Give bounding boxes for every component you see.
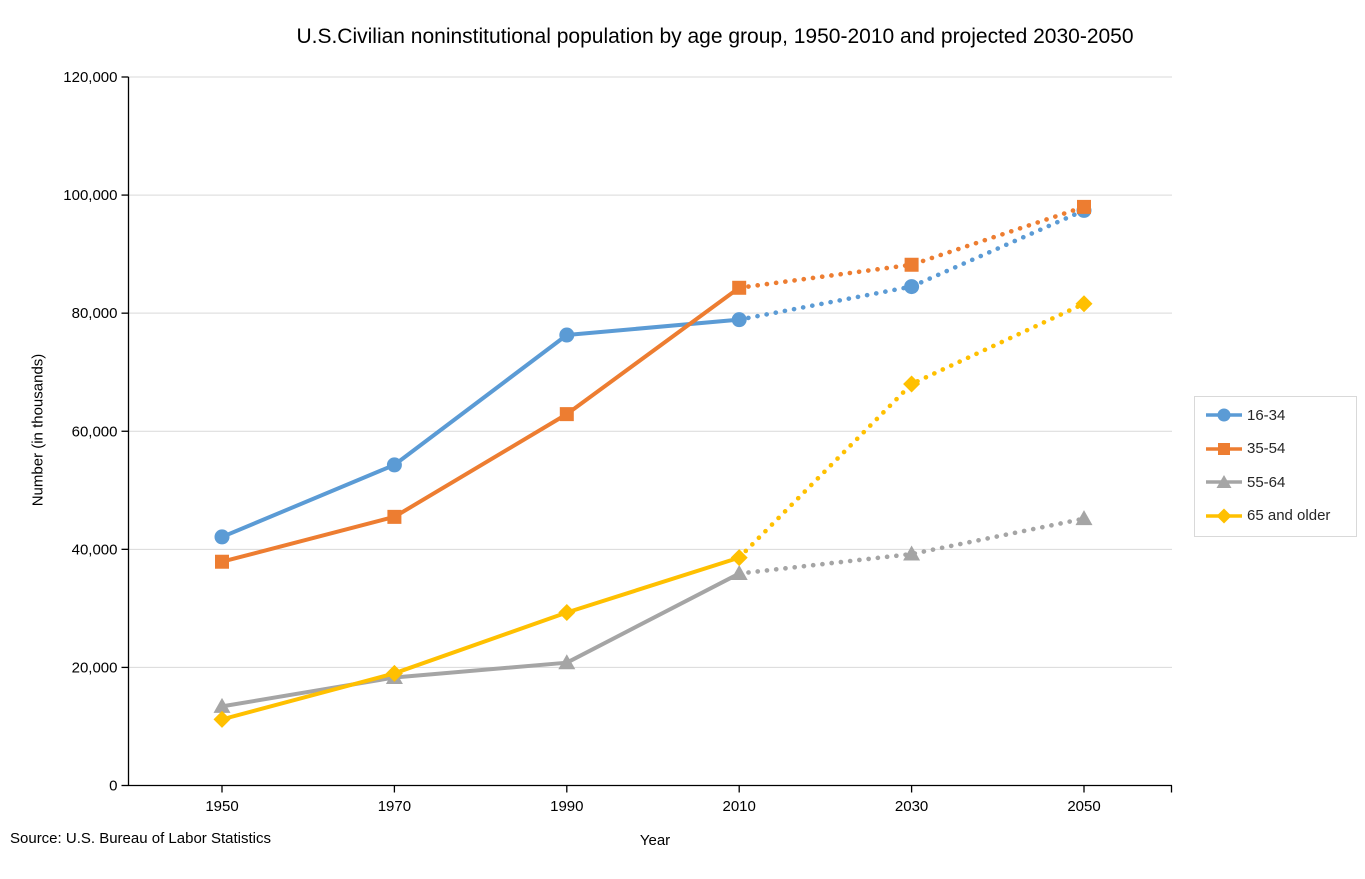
series-55-64-solid-line [220, 571, 742, 709]
series-16-34-circle-marker [904, 279, 920, 295]
legend-label: 55-64 [1247, 473, 1286, 491]
series-35-54-square-marker [1077, 199, 1091, 214]
series-35-54-solid-line [220, 285, 742, 564]
series-55-64-triangle-marker [558, 654, 576, 670]
y-tick-label: 60,000 [72, 423, 118, 440]
series-55-64-triangle-marker [213, 697, 231, 713]
series-16-34-circle-marker [559, 327, 575, 343]
x-tick-label: 1950 [205, 798, 238, 815]
y-tick-label: 100,000 [63, 187, 117, 204]
x-tick-label: 2030 [895, 798, 928, 815]
legend-item-35-54: 35-54 [1205, 440, 1352, 458]
series-16-34-circle-marker [386, 457, 402, 473]
legend-item-55-64: 55-64 [1205, 473, 1352, 491]
series-35-54-square-marker [904, 257, 919, 272]
series-65-and-older-diamond-marker [730, 549, 748, 567]
y-tick-label: 120,000 [63, 69, 117, 86]
diamond-marker-swatch-icon [1206, 508, 1242, 524]
series-65-and-older-diamond-marker [558, 604, 576, 622]
series-55-64-projected-line [736, 516, 1087, 576]
series-55-64-triangle-marker [903, 545, 921, 561]
source-note: Source: U.S. Bureau of Labor Statistics [10, 830, 271, 847]
series-16-34-circle-marker [214, 529, 230, 545]
legend-label: 65 and older [1247, 507, 1331, 525]
square-marker-swatch-icon [1206, 442, 1242, 455]
series-65-and-older-solid-line [220, 555, 742, 722]
x-tick-label: 1970 [378, 798, 411, 815]
y-tick-label: 0 [109, 778, 117, 795]
legend-label: 16-34 [1247, 406, 1286, 424]
series-65-and-older-diamond-marker [1075, 295, 1093, 313]
series-55-64-triangle-marker [1075, 510, 1093, 526]
series-65-and-older-projected-line [736, 301, 1087, 560]
y-tick-label: 20,000 [72, 659, 118, 676]
legend-item-16-34: 16-34 [1205, 406, 1352, 424]
y-tick-label: 80,000 [72, 305, 118, 322]
series-65-and-older-diamond-marker [213, 710, 231, 728]
y-axis-title: Number (in thousands) [29, 353, 47, 507]
circle-marker-swatch-icon [1206, 408, 1242, 422]
series-35-54-square-marker [387, 509, 402, 524]
triangle-marker-swatch-icon [1206, 475, 1242, 489]
legend-label: 35-54 [1247, 440, 1286, 458]
chart-title: U.S.Civilian noninstitutional population… [296, 25, 1134, 48]
y-tick-label: 40,000 [72, 541, 118, 558]
series-35-54-square-marker [559, 407, 574, 422]
legend-item-65-and-older: 65 and older [1205, 507, 1352, 525]
series-35-54-projected-line [736, 204, 1087, 291]
legend: 16-34 35-54 55-64 65 and older [1194, 396, 1357, 537]
series-35-54-square-marker [215, 554, 229, 569]
x-tick-label: 2010 [723, 798, 756, 815]
x-axis-title: Year [639, 832, 671, 849]
series-65-and-older-diamond-marker [903, 375, 921, 393]
series-55-64-triangle-marker [730, 565, 748, 581]
x-tick-label: 2050 [1067, 798, 1100, 815]
series-65-and-older-diamond-marker [385, 664, 403, 682]
series-35-54-square-marker [732, 280, 747, 295]
series-16-34-solid-line [220, 317, 742, 539]
series-16-34-circle-marker [731, 312, 747, 328]
x-tick-label: 1990 [550, 798, 583, 815]
